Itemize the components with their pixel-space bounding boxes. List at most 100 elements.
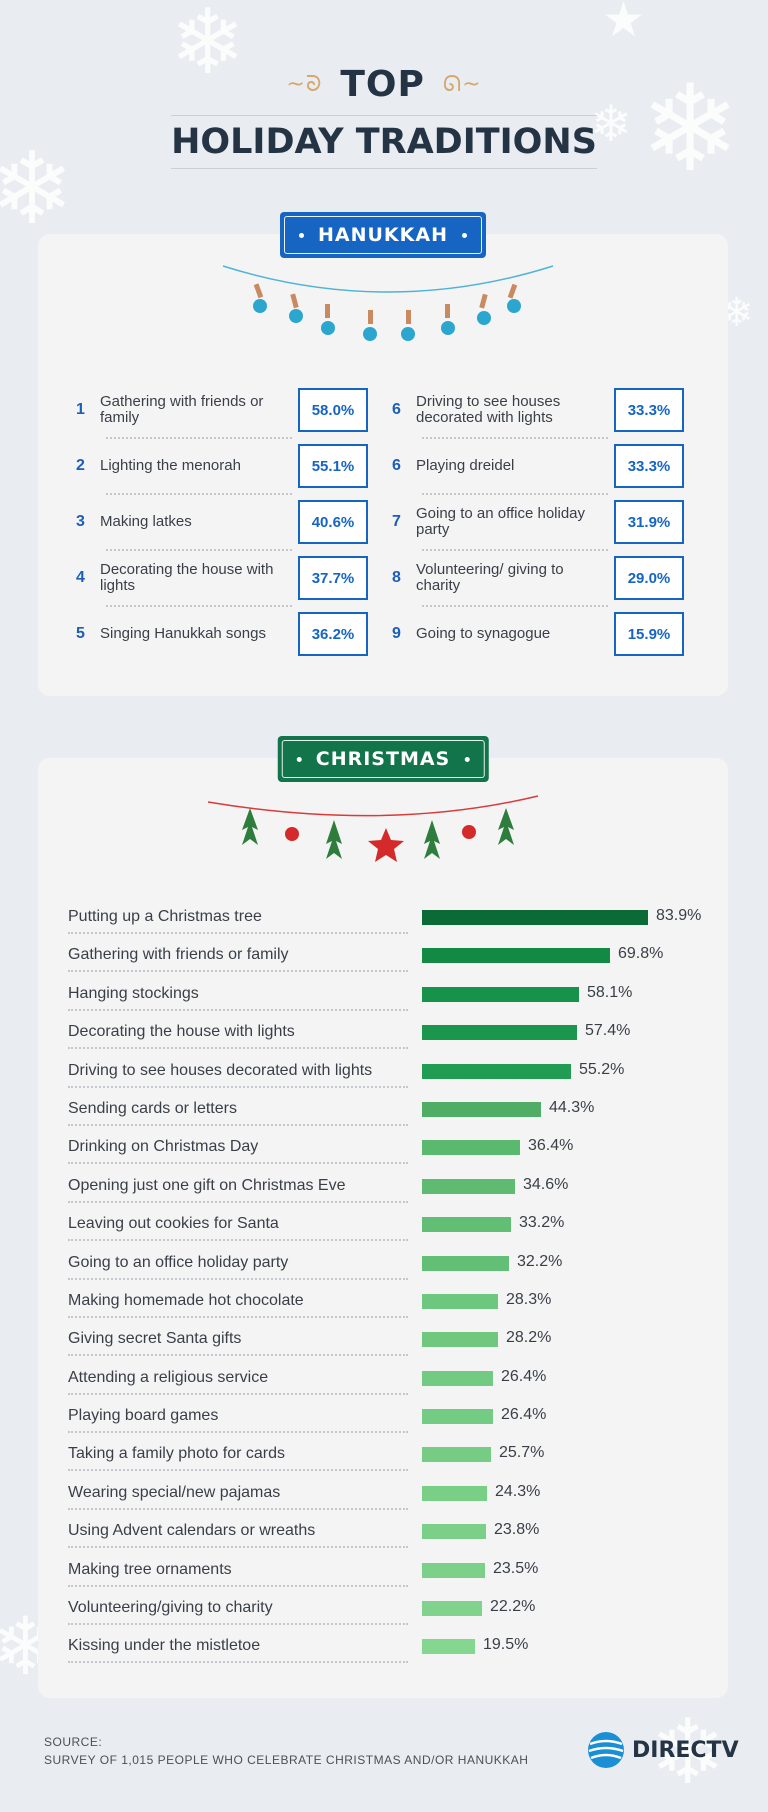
hanukkah-rank: 8 (392, 569, 401, 586)
chart-row: Driving to see houses decorated with lig… (68, 1056, 708, 1094)
divider (68, 1354, 408, 1357)
hanukkah-value: 33.3% (614, 388, 684, 432)
chart-data-label: 57.4% (585, 1022, 631, 1040)
chart-bar (422, 1562, 485, 1578)
hanukkah-item: 2 Lighting the menorah 55.1% (68, 438, 368, 495)
christmas-banner: CHRISTMAS (277, 736, 489, 782)
hanukkah-rank: 2 (76, 457, 85, 474)
swirl-left-icon: ~ᘐ (286, 72, 323, 97)
christmas-banner-label: CHRISTMAS (315, 748, 451, 770)
chart-row: Making homemade hot chocolate 28.3% (68, 1286, 708, 1324)
chart-category-label: Giving secret Santa gifts (68, 1330, 242, 1348)
chart-data-label: 24.3% (495, 1482, 541, 1500)
divider (68, 932, 408, 934)
divider (68, 1392, 408, 1395)
chart-bar (422, 1063, 571, 1079)
chart-data-label: 25.7% (499, 1444, 545, 1462)
chart-category-label: Kissing under the mistletoe (68, 1637, 261, 1655)
divider (422, 437, 608, 439)
chart-row: Wearing special/new pajamas 24.3% (68, 1478, 708, 1516)
divider (422, 549, 608, 551)
chart-bar (422, 1332, 498, 1348)
divider (68, 1469, 408, 1472)
globe-icon (588, 1732, 624, 1768)
chart-row: Opening just one gift on Christmas Eve 34… (68, 1171, 708, 1209)
chart-bar (422, 1485, 487, 1501)
chart-bar (422, 910, 648, 925)
chart-data-label: 28.3% (506, 1290, 552, 1308)
hanukkah-rank: 5 (76, 625, 85, 642)
chart-row: Putting up a Christmas tree 83.9% (68, 902, 708, 940)
swirl-right-icon: ᘏ~ (442, 72, 482, 97)
chart-data-label: 26.4% (501, 1406, 547, 1424)
star-icon: ★ (602, 0, 646, 48)
divider (422, 493, 608, 495)
hanukkah-label: Decorating the house with lights (100, 561, 274, 594)
chart-bar (422, 1025, 577, 1041)
snowflake-icon: ❄ (0, 130, 74, 247)
hanukkah-rank: 3 (76, 513, 85, 530)
hanukkah-value: 33.3% (614, 444, 684, 488)
divider (68, 1047, 408, 1050)
chart-bar (422, 1409, 493, 1425)
hanukkah-label: Gathering with friends or family (100, 393, 264, 426)
divider (68, 1584, 408, 1587)
hanukkah-banner-label: HANUKKAH (318, 224, 448, 246)
hanukkah-rank: 6 (392, 457, 401, 474)
hanukkah-item: 1 Gathering with friends or family 58.0% (68, 382, 368, 439)
chart-data-label: 34.6% (523, 1175, 569, 1193)
divider (68, 1623, 408, 1626)
divider (422, 605, 608, 607)
divider (106, 493, 292, 495)
divider (68, 1315, 408, 1318)
hanukkah-label: Making latkes (100, 513, 192, 530)
chart-bar (422, 1255, 509, 1271)
page-header: ~ᘐ TOP ᘏ~ HOLIDAY TRADITIONS (0, 64, 768, 169)
chart-row: Attending a religious service 26.4% (68, 1363, 708, 1401)
hanukkah-value: 40.6% (298, 500, 368, 544)
chart-bar (422, 1178, 515, 1194)
chart-bar (422, 948, 610, 964)
chart-row: Taking a family photo for cards 25.7% (68, 1439, 708, 1477)
chart-category-label: Opening just one gift on Christmas Eve (68, 1176, 346, 1194)
chart-bar (422, 1447, 491, 1463)
chart-bar (422, 1639, 475, 1655)
snowflake-icon: ❄ (170, 0, 246, 95)
hanukkah-item: 7 Going to an office holiday party 31.9% (384, 494, 684, 551)
christmas-garland-icon (207, 795, 539, 862)
chart-row: Using Advent calendars or wreaths 23.8% (68, 1516, 708, 1554)
chart-category-label: Gathering with friends or family (68, 946, 289, 964)
chart-category-label: Wearing special/new pajamas (68, 1483, 281, 1501)
chart-data-label: 22.2% (490, 1598, 536, 1616)
divider (68, 1661, 408, 1664)
chart-row: Giving secret Santa gifts 28.2% (68, 1324, 708, 1362)
chart-category-label: Decorating the house with lights (68, 1023, 295, 1041)
hanukkah-rank: 9 (392, 625, 401, 642)
hanukkah-value: 55.1% (298, 444, 368, 488)
chart-data-label: 23.5% (493, 1559, 539, 1577)
hanukkah-rank: 4 (76, 569, 85, 586)
chart-row: Leaving out cookies for Santa 33.2% (68, 1209, 708, 1247)
chart-row: Sending cards or letters 44.3% (68, 1094, 708, 1132)
divider (68, 1431, 408, 1434)
chart-category-label: Driving to see houses decorated with lig… (68, 1061, 373, 1079)
hanukkah-rank: 7 (392, 513, 401, 530)
hanukkah-label: Singing Hanukkah songs (100, 625, 266, 642)
chart-data-label: 36.4% (528, 1137, 574, 1155)
hanukkah-rank: 6 (392, 401, 401, 418)
hanukkah-item: 5 Singing Hanukkah songs 36.2% (68, 606, 368, 662)
chart-data-label: 58.1% (587, 983, 633, 1001)
chart-category-label: Drinking on Christmas Day (68, 1138, 259, 1156)
hanukkah-value: 15.9% (614, 612, 684, 656)
chart-row: Going to an office holiday party 32.2% (68, 1248, 708, 1286)
chart-category-label: Playing board games (68, 1407, 219, 1425)
chart-bar (422, 986, 579, 1002)
chart-data-label: 33.2% (519, 1214, 565, 1232)
chart-bar (422, 1217, 511, 1233)
chart-category-label: Using Advent calendars or wreaths (68, 1522, 316, 1540)
chart-data-label: 83.9% (656, 907, 702, 924)
chart-row: Making tree ornaments 23.5% (68, 1555, 708, 1593)
title-line-2: HOLIDAY TRADITIONS (171, 115, 597, 169)
hanukkah-garland-icon (222, 265, 554, 341)
chart-bar (422, 1101, 541, 1117)
